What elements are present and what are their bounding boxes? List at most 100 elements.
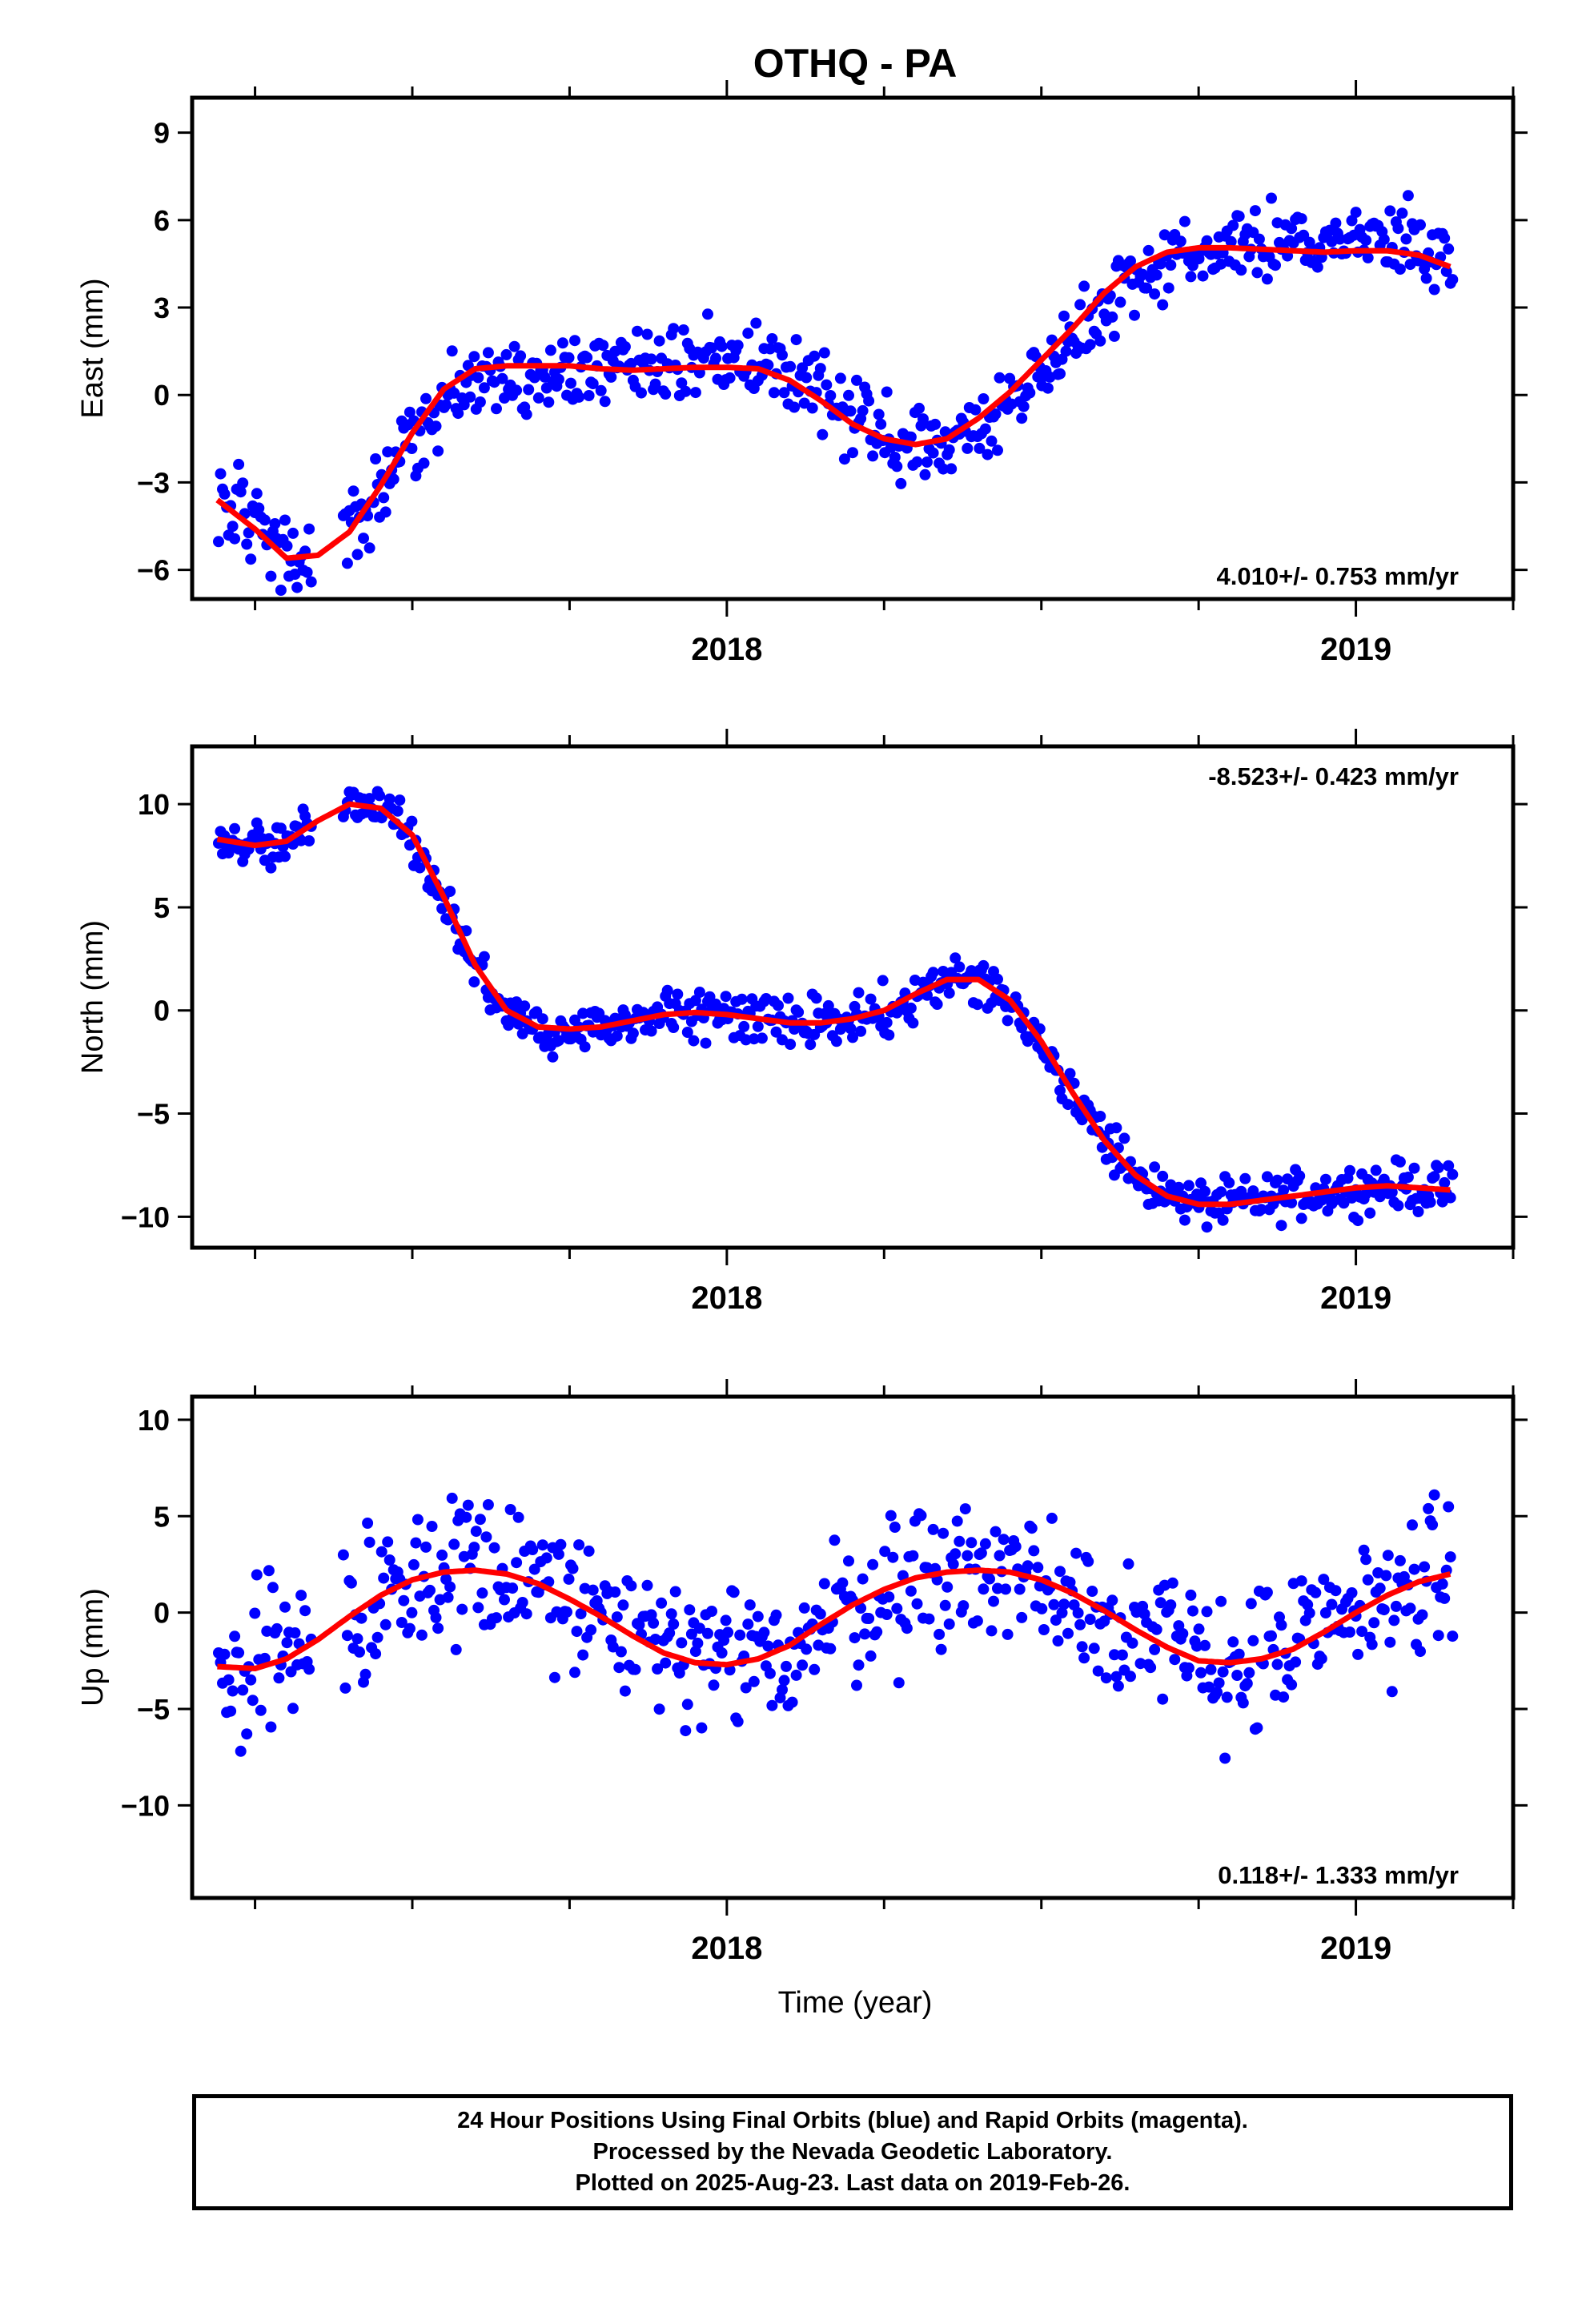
- data-point: [279, 850, 291, 862]
- data-point: [613, 1662, 625, 1674]
- data-point: [532, 1586, 544, 1598]
- data-point: [1092, 1665, 1104, 1677]
- footer-line-1: 24 Hour Positions Using Final Orbits (bl…: [457, 2108, 1248, 2133]
- data-point: [625, 1580, 637, 1592]
- data-point: [1054, 1566, 1066, 1578]
- data-point: [1416, 1609, 1428, 1621]
- data-point: [1275, 1619, 1287, 1631]
- data-point: [1350, 207, 1362, 219]
- data-point: [742, 328, 754, 340]
- data-point: [450, 1643, 462, 1655]
- data-point: [516, 1027, 528, 1039]
- data-point: [1223, 1176, 1235, 1188]
- data-point: [1225, 235, 1237, 247]
- data-point: [259, 1652, 271, 1664]
- data-point: [587, 378, 599, 390]
- data-point: [1310, 1586, 1322, 1598]
- data-point: [458, 399, 470, 411]
- data-point: [1145, 1662, 1157, 1674]
- data-point: [838, 453, 850, 465]
- data-point: [1239, 1172, 1251, 1184]
- data-point: [227, 1685, 239, 1697]
- data-point: [1237, 1697, 1249, 1709]
- data-point: [410, 1537, 422, 1549]
- data-point: [573, 1539, 585, 1551]
- plot-frame: [190, 95, 1516, 601]
- data-point: [901, 1622, 913, 1634]
- data-point: [1412, 1206, 1424, 1217]
- data-point: [881, 1016, 893, 1028]
- data-point: [1432, 1630, 1444, 1642]
- data-point: [251, 488, 263, 500]
- chart-title: OTHQ - PA: [753, 41, 958, 86]
- data-point: [970, 404, 982, 416]
- data-point: [1278, 1691, 1290, 1703]
- data-point: [1360, 1554, 1372, 1566]
- data-point: [1022, 1560, 1034, 1572]
- x-axis-label: Time (year): [778, 1986, 933, 2020]
- data-point: [966, 1537, 978, 1549]
- data-point: [762, 1640, 774, 1652]
- data-point: [951, 1515, 963, 1527]
- data-point: [611, 1030, 623, 1042]
- data-point: [577, 1649, 589, 1661]
- data-point: [1042, 382, 1054, 394]
- data-point: [895, 477, 907, 489]
- data-point: [724, 372, 736, 384]
- data-point: [1076, 1114, 1088, 1126]
- data-point: [1166, 1577, 1178, 1589]
- data-point: [1233, 1648, 1245, 1660]
- data-point: [927, 967, 939, 979]
- data-point: [1074, 299, 1086, 311]
- data-point: [641, 1579, 653, 1591]
- data-point: [1201, 1606, 1213, 1618]
- data-point: [556, 337, 568, 349]
- plot-frame: [190, 1394, 1516, 1900]
- data-point: [710, 352, 721, 364]
- data-point: [1126, 1637, 1138, 1649]
- data-point: [571, 1626, 583, 1638]
- data-point: [1064, 1576, 1076, 1588]
- fit-line: [217, 1567, 1452, 1671]
- data-point: [1278, 1184, 1290, 1196]
- plot-frame: [190, 744, 1516, 1250]
- data-point: [764, 1667, 776, 1679]
- data-point: [605, 371, 617, 383]
- data-point: [716, 1647, 728, 1659]
- data-point: [681, 1027, 693, 1038]
- data-point: [1014, 1583, 1026, 1595]
- data-point: [420, 1541, 432, 1553]
- data-point: [406, 1606, 418, 1618]
- data-point: [398, 1594, 410, 1606]
- data-point: [881, 386, 893, 398]
- data-point: [1364, 1207, 1376, 1219]
- data-point: [233, 1647, 245, 1659]
- data-point: [263, 1565, 275, 1577]
- data-points: [213, 786, 1459, 1233]
- data-point: [830, 1035, 842, 1047]
- data-point: [476, 1587, 488, 1599]
- data-point: [986, 1625, 998, 1637]
- data-point: [1094, 335, 1106, 347]
- data-point: [706, 1606, 717, 1617]
- data-point: [355, 1612, 367, 1624]
- data-point: [488, 1542, 500, 1554]
- data-point: [1142, 244, 1154, 256]
- data-point: [430, 1611, 442, 1623]
- data-point: [255, 1704, 267, 1716]
- data-point: [1330, 217, 1342, 229]
- data-point: [818, 1578, 830, 1590]
- fit-line: [216, 801, 1451, 1208]
- data-point: [1086, 1586, 1098, 1597]
- data-point: [954, 961, 966, 973]
- data-point: [653, 335, 665, 347]
- data-point: [1392, 1200, 1404, 1212]
- data-point: [1199, 1639, 1211, 1651]
- data-point: [629, 1663, 641, 1675]
- data-point: [1346, 215, 1358, 227]
- data-point: [641, 328, 653, 340]
- data-point: [1191, 1640, 1203, 1652]
- data-point: [1162, 282, 1174, 294]
- data-point: [456, 1603, 468, 1615]
- data-point: [649, 378, 661, 390]
